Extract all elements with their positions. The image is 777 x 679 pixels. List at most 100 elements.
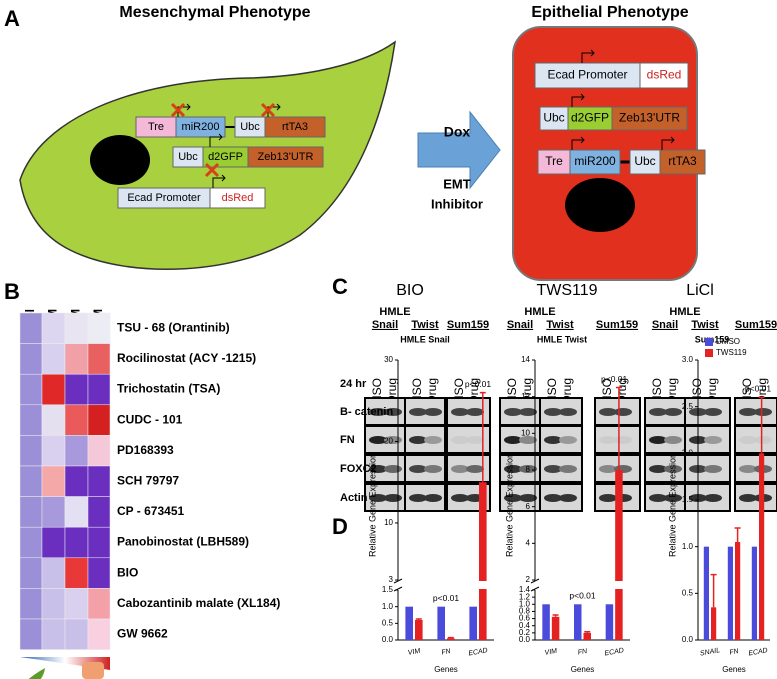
y-tick-label: 1.0	[682, 542, 694, 551]
nucleus	[565, 178, 635, 232]
bar	[552, 617, 560, 640]
condition-label: Snail	[372, 319, 398, 331]
construct-label: dsRed	[647, 68, 682, 82]
nucleus	[90, 135, 150, 185]
row-label: GW 9662	[117, 626, 168, 640]
heatmap-cell	[20, 344, 42, 375]
error-bar	[553, 615, 559, 617]
heatmap-cell	[65, 527, 88, 558]
annotation: p<0.01	[465, 379, 492, 389]
x-tick-label: VIM	[544, 648, 558, 657]
bar	[437, 607, 445, 640]
cell-line: HMLE	[669, 306, 700, 318]
bar	[759, 453, 764, 640]
x-tick-label: FN	[441, 648, 452, 657]
row-label: B- catenin	[340, 406, 393, 418]
bar	[752, 547, 757, 640]
bar	[574, 604, 582, 640]
axis-break	[394, 581, 494, 589]
condition-label: Twist	[691, 319, 719, 331]
chart-title: HMLE Snail	[400, 334, 450, 344]
row-label: FN	[340, 434, 355, 446]
row-label: BIO	[117, 565, 138, 579]
condition-label: Sum159	[735, 319, 777, 331]
construct-label: Ubc	[543, 111, 564, 125]
construct-label: dsRed	[222, 192, 254, 204]
mesenchymal-icon	[18, 668, 45, 679]
blot-band	[466, 465, 484, 473]
annotation: p<0.01	[601, 374, 628, 384]
x-axis-label: Genes	[434, 665, 458, 674]
blot-band	[559, 465, 577, 473]
heatmap-cell	[20, 497, 42, 528]
y-tick-label: 0.5	[382, 618, 394, 627]
y-tick-label: 4	[526, 538, 531, 547]
y-tick-label: 1.5	[382, 585, 394, 594]
heatmap-cell	[65, 313, 88, 344]
panel-title: Epithelial Phenotype	[531, 4, 688, 21]
x-axis-label: Genes	[571, 665, 595, 674]
heatmap-cell	[42, 313, 65, 344]
blot-band	[614, 408, 632, 416]
row-label: SCH 79797	[117, 473, 179, 487]
blot-band	[466, 408, 484, 416]
row-label: Actin	[340, 492, 368, 504]
heatmap-cell	[42, 466, 65, 497]
construct-label: d2GFP	[208, 151, 243, 163]
x-tick-label: VIM	[407, 648, 421, 657]
bar	[415, 620, 423, 640]
blot-band	[704, 408, 722, 416]
group-title: LiCl	[686, 282, 714, 299]
x-axis-label: Genes	[722, 665, 746, 674]
panel-label: A	[4, 6, 20, 31]
heatmap-cell	[20, 405, 42, 436]
blot-band	[384, 465, 402, 473]
legend-label: TWS119	[716, 348, 747, 357]
bar	[615, 470, 623, 640]
heatmap-cell	[65, 344, 88, 375]
legend-swatch	[705, 349, 713, 357]
blot-band	[424, 465, 442, 473]
annotation: p<0.01	[569, 591, 596, 601]
construct-label: Ubc	[240, 121, 260, 133]
arrow-label: EMT	[443, 176, 471, 191]
blot-band	[754, 436, 772, 444]
construct-label: miR200	[182, 121, 220, 133]
row-label: Cabozantinib malate (XL184)	[117, 596, 280, 610]
row-label: CP - 673451	[117, 504, 184, 518]
x-tick-label: FN	[729, 648, 740, 657]
heatmap-cell	[20, 313, 42, 344]
epithelial-icon	[82, 662, 104, 679]
x-tick-label: ECAD	[748, 647, 768, 657]
annotation: p<0.01	[433, 593, 460, 603]
heatmap-cell	[65, 374, 88, 405]
heatmap-cell	[88, 497, 110, 528]
error-bar	[416, 619, 422, 620]
heatmap-cell	[88, 619, 110, 650]
y-tick-label: 1.0	[382, 602, 394, 611]
heatmap-cell	[65, 497, 88, 528]
y-axis-label: Relative Gene Expression	[667, 453, 677, 557]
error-bar	[584, 632, 590, 633]
group-title: BIO	[396, 282, 424, 299]
y-tick-label: 8	[526, 465, 531, 474]
blot-band	[664, 436, 682, 444]
heatmap-cell	[42, 344, 65, 375]
heatmap-cell	[88, 344, 110, 375]
bar	[704, 547, 709, 640]
construct-label: Ubc	[178, 151, 198, 163]
legend-swatch	[705, 338, 713, 346]
construct-label: Zeb13'UTR	[258, 151, 314, 163]
blot-band	[424, 494, 442, 502]
y-tick-label: 1.4	[519, 585, 531, 594]
construct-label: Tre	[545, 154, 563, 168]
bar	[606, 604, 614, 640]
y-tick-label: 30	[384, 355, 393, 364]
group-title: TWS119	[536, 282, 597, 299]
heatmap-cell	[20, 374, 42, 405]
heatmap-cell	[20, 466, 42, 497]
row-label: TSU - 68 (Orantinib)	[117, 320, 230, 334]
heatmap-cell	[65, 466, 88, 497]
heatmap-cell	[42, 588, 65, 619]
construct-label: Tre	[148, 121, 164, 133]
